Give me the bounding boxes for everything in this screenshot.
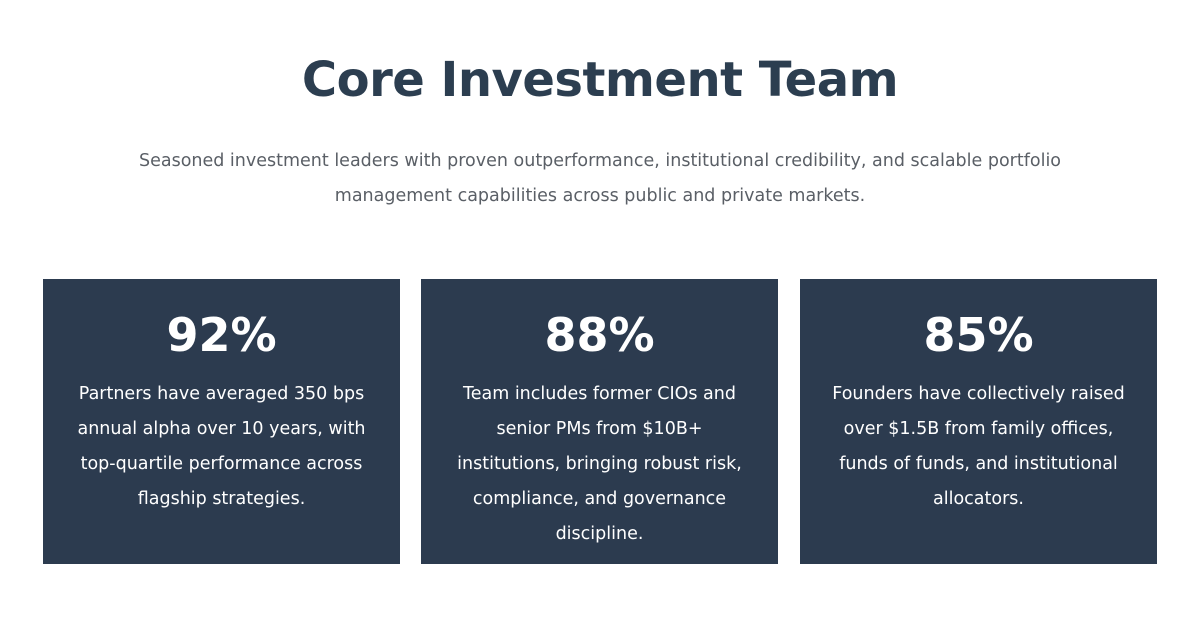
stat-value: 92%: [166, 308, 277, 362]
stat-value: 88%: [544, 308, 655, 362]
stat-card-experience: 88% Team includes former CIOs and senior…: [421, 279, 778, 564]
stat-card-fundraising: 85% Founders have collectively raised ov…: [800, 279, 1157, 564]
stat-value: 85%: [923, 308, 1034, 362]
stat-description: Team includes former CIOs and senior PMs…: [457, 384, 742, 544]
stat-description: Founders have collectively raised over $…: [832, 384, 1125, 509]
stat-card-alpha: 92% Partners have averaged 350 bps annua…: [43, 279, 400, 564]
page-subtitle: Seasoned investment leaders with proven …: [138, 151, 1062, 206]
stat-description: Partners have averaged 350 bps annual al…: [77, 384, 366, 509]
page-title: Core Investment Team: [301, 52, 899, 108]
